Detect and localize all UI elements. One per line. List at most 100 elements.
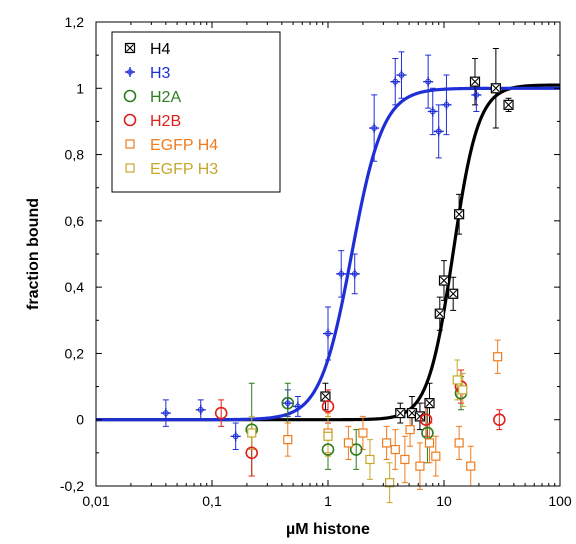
data-point-h4 — [448, 288, 459, 299]
data-point-h3-shape — [427, 106, 438, 117]
data-point-h2a-shape — [321, 443, 335, 456]
data-point-h3-center — [425, 78, 432, 85]
data-point-egfp-h4 — [424, 438, 435, 448]
data-point-egfp-h3-shape — [452, 375, 462, 385]
data-point-h3-center — [371, 125, 378, 131]
data-point-egfp-h4 — [283, 435, 293, 445]
data-point-h3-shape — [160, 408, 171, 419]
x-tick-label: 10 — [436, 493, 452, 509]
data-point-h3 — [369, 123, 380, 134]
data-point-h2b — [493, 413, 506, 427]
data-point-h2a — [349, 443, 363, 456]
data-point-egfp-h4-shape — [343, 438, 354, 448]
data-point-egfp-h4 — [358, 428, 368, 438]
data-point-h3 — [282, 398, 293, 409]
data-point-h2b-shape — [493, 413, 506, 427]
legend-marker-egfp-h3 — [125, 163, 135, 173]
data-point-h2b-shape — [214, 406, 228, 420]
data-point-h4 — [438, 275, 450, 286]
data-point-egfp-h3-shape — [247, 428, 257, 438]
legend-marker-egfp-h4-shape — [125, 139, 135, 149]
legend-label-h2a: H2A — [150, 89, 181, 106]
data-point-h4 — [490, 83, 501, 94]
axis-ticks: 0,01 0,1 1 10 100 -0,2 0 0,2 0,4 0,6 0,8 1 1,2 — [60, 14, 572, 509]
data-point-h3 — [292, 401, 303, 412]
data-point-h3 — [396, 70, 407, 81]
y-tick-label: 0 — [76, 412, 84, 428]
data-point-h3 — [160, 408, 171, 419]
error-bar-h2b — [496, 409, 503, 431]
legend-marker-h3-shape — [125, 67, 135, 77]
legend-label-egfp-h4: EGFP H4 — [150, 137, 218, 154]
data-point-h3 — [427, 106, 438, 117]
data-point-egfp-h4 — [493, 352, 503, 362]
data-point-h4 — [469, 76, 481, 87]
data-markers — [160, 70, 514, 488]
data-point-egfp-h4-shape — [424, 438, 435, 448]
data-point-egfp-h3 — [323, 431, 333, 441]
data-point-h3-center — [338, 270, 345, 277]
data-point-h2b-shape — [419, 413, 433, 427]
legend-marker-h3-center — [127, 69, 133, 75]
error-bar-h2a — [353, 429, 360, 470]
data-point-h3 — [323, 328, 333, 339]
data-point-h2a — [281, 396, 295, 410]
data-point-h3-center — [325, 330, 331, 337]
data-point-egfp-h4-shape — [405, 425, 415, 435]
data-point-h3-center — [429, 108, 436, 115]
x-axis-title: µM histone — [286, 521, 370, 538]
data-point-h4-cross — [491, 84, 500, 93]
legend-marker-h2b-shape — [123, 113, 137, 127]
data-point-h3-shape — [423, 76, 434, 87]
data-point-egfp-h4-shape — [358, 428, 368, 438]
data-point-h2b-shape — [321, 400, 335, 413]
data-point-h3 — [390, 76, 401, 87]
data-point-h4-cross — [504, 100, 513, 109]
y-tick-label: 1 — [76, 80, 84, 96]
legend-label-h3: H3 — [150, 65, 171, 82]
legend: H4 H3 H2A H2B EGFP H4 EGFP H3 — [111, 31, 281, 193]
data-point-h3-center — [398, 72, 405, 78]
data-point-egfp-h4-shape — [381, 438, 392, 448]
data-point-h2b — [419, 413, 433, 427]
legend-marker-h4-cross — [126, 44, 134, 52]
x-tick-label: 1 — [324, 493, 332, 509]
legend-box — [111, 31, 281, 193]
x-tick-label: 100 — [548, 493, 572, 509]
data-point-h3 — [433, 126, 444, 137]
data-point-h2b — [321, 400, 335, 413]
legend-marker-h4 — [124, 42, 136, 54]
data-point-egfp-h3-shape — [365, 454, 375, 465]
data-point-egfp-h4 — [466, 461, 476, 471]
data-point-egfp-h4 — [454, 438, 464, 448]
data-point-h4-cross — [321, 392, 330, 401]
data-point-h3-shape — [441, 99, 452, 110]
data-point-egfp-h4-shape — [415, 461, 425, 471]
data-point-h4-cross — [471, 77, 479, 86]
data-point-h2b — [245, 446, 259, 460]
data-point-h4-cross — [408, 409, 416, 417]
data-point-egfp-h4-shape — [454, 438, 464, 448]
data-point-egfp-h4-shape — [431, 451, 441, 461]
legend-label-h4: H4 — [150, 41, 171, 58]
y-tick-label: 0,2 — [65, 345, 85, 361]
data-point-h2b-shape — [245, 446, 259, 460]
data-point-h3-shape — [323, 328, 333, 339]
data-point-h4-cross — [440, 276, 448, 285]
data-point-h3-center — [284, 400, 291, 407]
y-axis-title: fraction bound — [25, 198, 42, 310]
data-point-egfp-h3-shape — [323, 431, 333, 441]
data-point-h3-center — [162, 410, 169, 416]
data-point-egfp-h4-shape — [283, 435, 293, 445]
legend-marker-h2a — [123, 89, 137, 103]
data-point-egfp-h3-shape — [385, 478, 395, 488]
data-point-egfp-h3 — [385, 478, 395, 488]
data-point-h3-shape — [292, 401, 303, 412]
y-tick-label: 0,6 — [65, 213, 85, 229]
data-point-h3 — [349, 268, 360, 279]
legend-label-egfp-h3: EGFP H3 — [150, 161, 218, 178]
data-point-egfp-h4-shape — [466, 461, 476, 471]
data-point-egfp-h3 — [365, 454, 375, 465]
data-point-egfp-h4 — [415, 461, 425, 471]
